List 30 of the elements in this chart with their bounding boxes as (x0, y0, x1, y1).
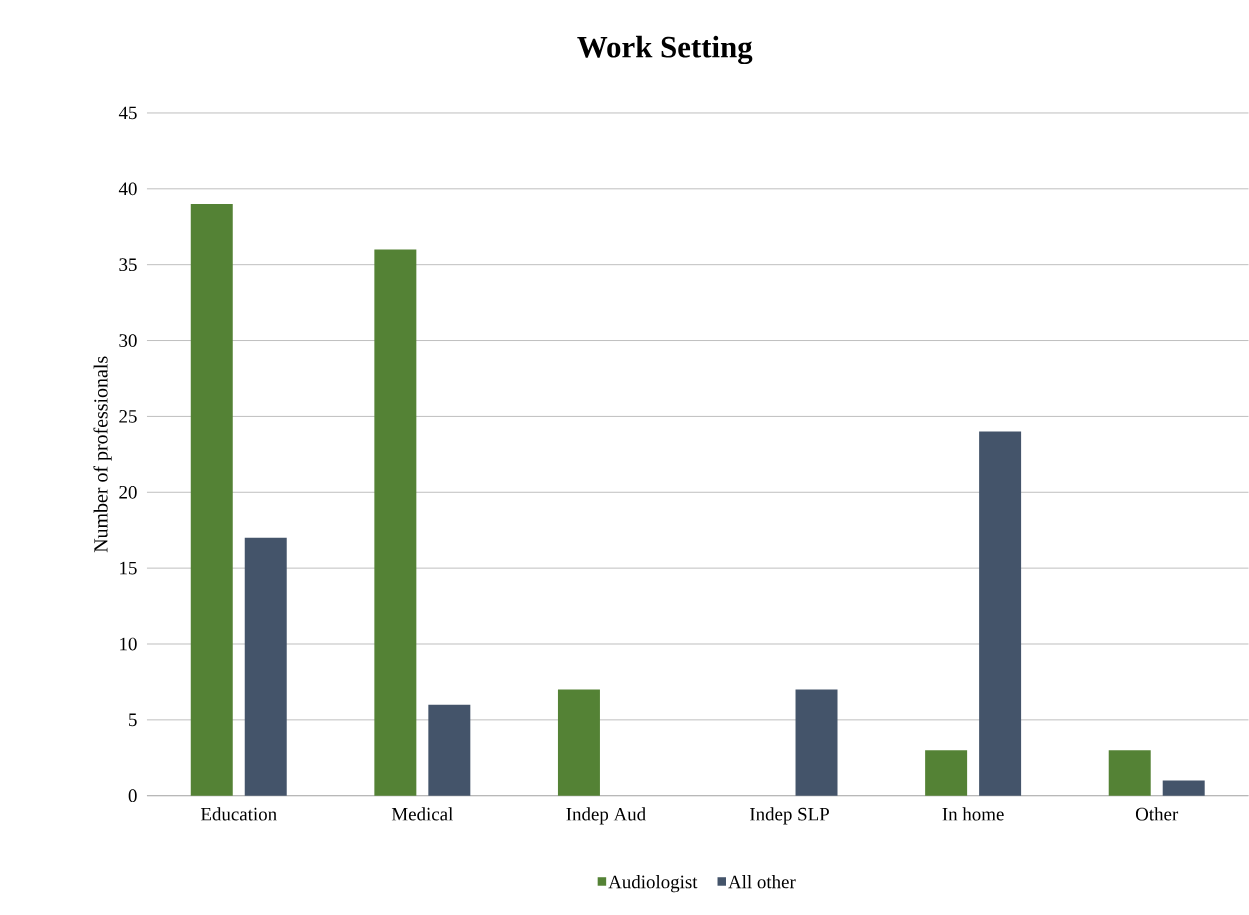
y-tick-label: 30 (119, 334, 137, 348)
x-tick-label: Indep Aud (566, 807, 646, 825)
bar (428, 704, 471, 796)
bar (925, 750, 968, 796)
y-tick-label: 15 (120, 561, 137, 575)
bar (557, 689, 600, 796)
y-tick-label: 5 (129, 713, 137, 727)
legend-label: Audiologist (608, 875, 698, 893)
y-tick-label: 20 (119, 486, 137, 499)
x-tick-label: In home (942, 807, 1004, 821)
y-tick-label: 25 (119, 410, 137, 423)
y-tick-label: 45 (118, 106, 137, 120)
bar (1162, 780, 1205, 796)
bar (244, 537, 287, 796)
x-tick-label: Medical (391, 807, 453, 821)
y-tick-label: 35 (119, 258, 137, 272)
chart-title: Work Setting (577, 36, 753, 65)
y-axis-title: Number of professionals (93, 356, 112, 553)
x-tick-label: Education (200, 807, 277, 821)
y-tick-label: 40 (118, 182, 137, 196)
x-tick-label: Indep SLP (750, 807, 829, 825)
bar (374, 249, 417, 796)
x-tick-label: Other (1135, 807, 1179, 821)
legend-label: All other (728, 875, 796, 889)
bar (190, 204, 233, 796)
bar (795, 689, 838, 796)
bar (979, 431, 1022, 796)
y-tick-label: 10 (120, 637, 137, 651)
bar (1108, 750, 1151, 796)
y-tick-label: 0 (128, 789, 137, 803)
